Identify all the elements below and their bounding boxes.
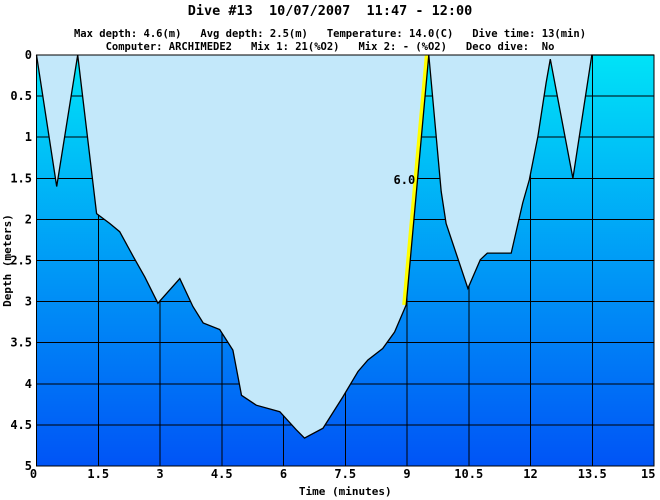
x-tick-label: 15 xyxy=(641,467,655,481)
x-tick-label: 13.5 xyxy=(578,467,607,481)
x-tick-label: 10.5 xyxy=(454,467,483,481)
y-tick-label: 2 xyxy=(25,212,32,226)
dive-stats-line1: Max depth: 4.6(m) Avg depth: 2.5(m) Temp… xyxy=(73,28,587,40)
dive-title: Dive #13 10/07/2007 11:47 - 12:00 xyxy=(187,3,473,19)
dive-stats-line2: Computer: ARCHIMEDE2 Mix 1: 21(%O2) Mix … xyxy=(105,41,555,53)
y-axis-title: Depth (meters) xyxy=(1,214,14,307)
x-tick-label: 12 xyxy=(523,467,537,481)
x-tick-label: 3 xyxy=(156,467,163,481)
y-tick-label: 4.5 xyxy=(10,418,32,432)
y-tick-label: 1.5 xyxy=(10,171,32,185)
x-tick-label: 1.5 xyxy=(87,467,109,481)
y-tick-label: 1 xyxy=(25,130,32,144)
y-tick-label: 4 xyxy=(25,377,32,391)
y-tick-label: 5 xyxy=(25,459,32,473)
fast-ascent-line xyxy=(402,54,429,306)
x-axis-title: Time (minutes) xyxy=(299,485,392,498)
y-tick-label: 0.5 xyxy=(10,89,32,103)
profile-outline xyxy=(35,54,654,439)
x-tick-label: 6 xyxy=(280,467,287,481)
y-tick-label: 2.5 xyxy=(10,254,32,268)
y-tick-label: 0 xyxy=(25,48,32,62)
x-tick-label: 4.5 xyxy=(211,467,233,481)
profile-area xyxy=(36,55,654,439)
y-tick-label: 3 xyxy=(25,295,32,309)
x-tick-label: 7.5 xyxy=(334,467,356,481)
plot-frame xyxy=(36,54,655,467)
x-tick-label: 9 xyxy=(403,467,410,481)
y-tick-label: 3.5 xyxy=(10,336,32,350)
x-tick-label: 0 xyxy=(30,467,37,481)
ascent-rate-label: 6.0 xyxy=(394,173,416,187)
